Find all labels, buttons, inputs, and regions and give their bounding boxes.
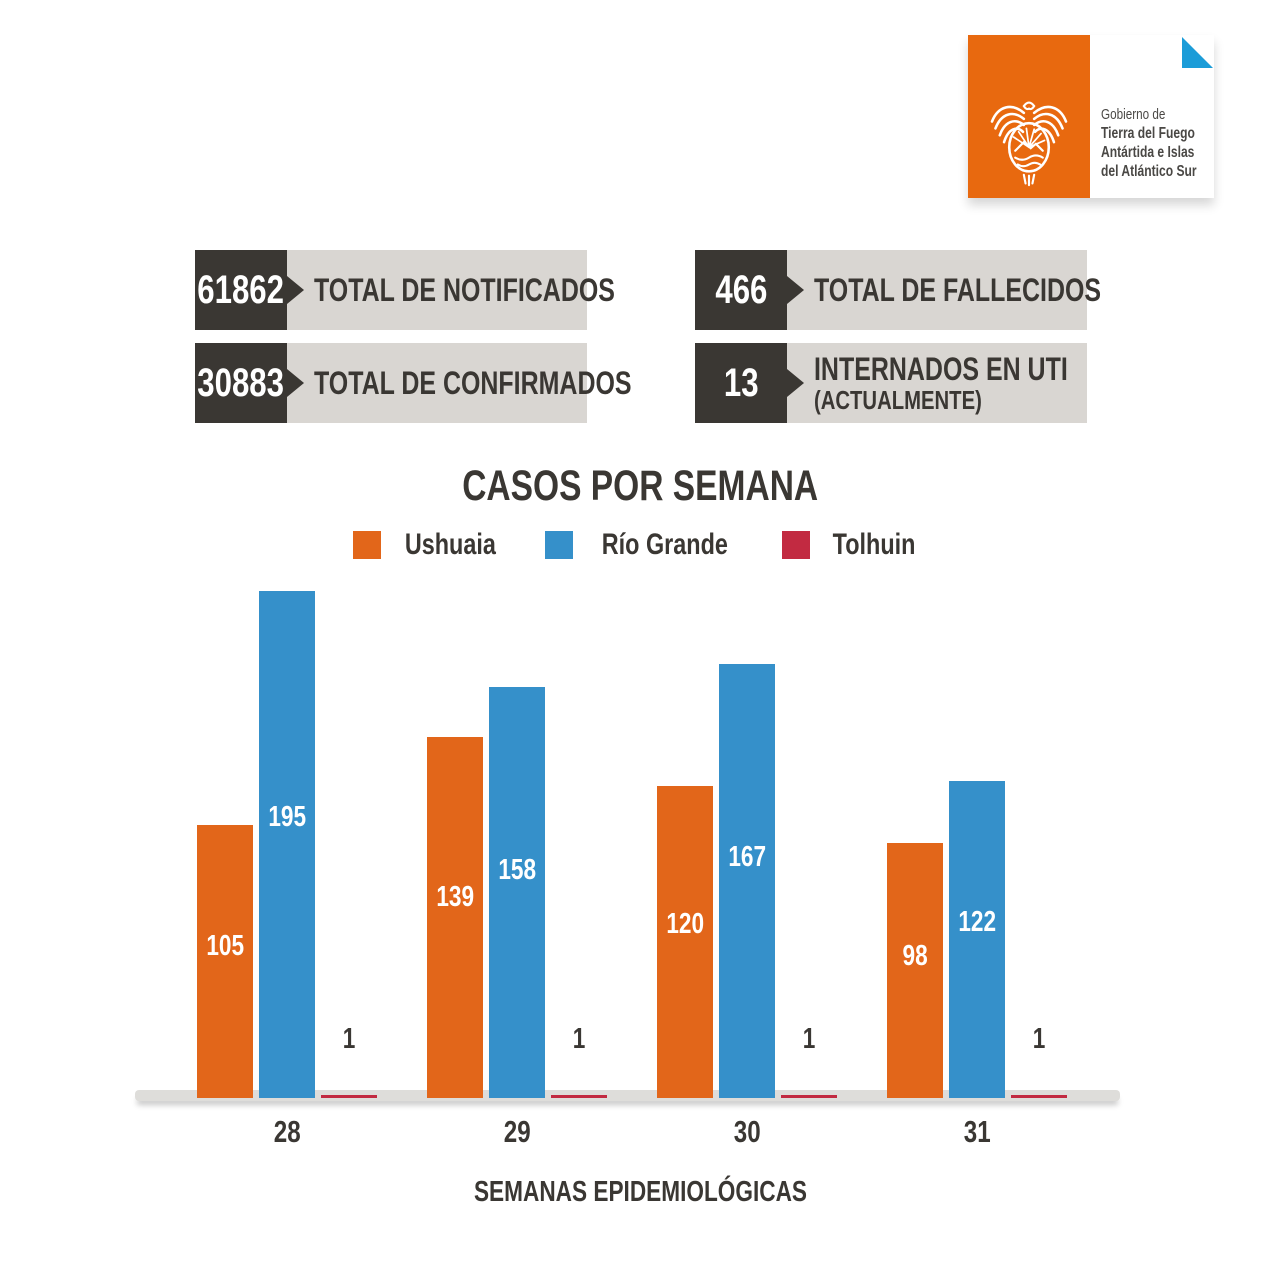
bar-value-ushuaia-week-28: 105 bbox=[206, 930, 244, 962]
x-tick-week-29: 29 bbox=[503, 1114, 531, 1149]
stat-value: 61862 bbox=[197, 267, 285, 312]
coat-of-arms-box bbox=[968, 35, 1090, 198]
bar-tolhuin-week-28 bbox=[321, 1095, 377, 1098]
bar-río-grande-week-28 bbox=[259, 591, 315, 1098]
legend-label: Río Grande bbox=[601, 528, 728, 561]
government-name: Gobierno de Tierra del Fuego Antártida e… bbox=[1101, 105, 1224, 181]
legend-swatch-tolhuin bbox=[781, 531, 810, 559]
bar-ushuaia-week-31 bbox=[887, 843, 943, 1098]
bar-value-río-grande-week-29: 158 bbox=[498, 854, 536, 886]
stat-value: 13 bbox=[723, 360, 759, 405]
stat-internados-uti: INTERNADOS EN UTI (ACTUALMENTE) 13 bbox=[695, 343, 1087, 423]
stat-label: INTERNADOS EN UTI bbox=[814, 351, 1068, 387]
coat-of-arms-icon bbox=[990, 101, 1068, 187]
stat-value: 466 bbox=[714, 267, 768, 312]
legend-swatch-ushuaia bbox=[353, 531, 382, 559]
stat-label: TOTAL DE CONFIRMADOS bbox=[314, 365, 632, 401]
gov-line-1: Gobierno de bbox=[1101, 106, 1166, 123]
bar-tolhuin-week-31 bbox=[1011, 1095, 1067, 1098]
bar-tolhuin-week-29 bbox=[551, 1095, 607, 1098]
stat-sublabel: (ACTUALMENTE) bbox=[814, 385, 982, 415]
x-tick-week-28: 28 bbox=[273, 1114, 301, 1149]
bar-value-río-grande-week-28: 195 bbox=[268, 801, 306, 833]
bar-value-río-grande-week-30: 167 bbox=[728, 841, 766, 873]
bar-río-grande-week-30 bbox=[719, 664, 775, 1098]
bar-value-río-grande-week-31: 122 bbox=[958, 906, 996, 938]
legend-label: Ushuaia bbox=[405, 528, 497, 561]
chart-baseline bbox=[135, 1090, 1120, 1101]
bar-ushuaia-week-28 bbox=[197, 825, 253, 1098]
bar-ushuaia-week-30 bbox=[657, 786, 713, 1098]
bar-value-tolhuin-week-30: 1 bbox=[802, 1023, 816, 1055]
bar-río-grande-week-31 bbox=[949, 781, 1005, 1098]
bar-tolhuin-week-30 bbox=[781, 1095, 837, 1098]
bar-value-tolhuin-week-31: 1 bbox=[1032, 1023, 1046, 1055]
bar-value-ushuaia-week-30: 120 bbox=[666, 908, 704, 940]
bar-value-tolhuin-week-29: 1 bbox=[572, 1023, 586, 1055]
gov-line-3: Antártida e Islas bbox=[1101, 144, 1195, 161]
gov-line-2: Tierra del Fuego bbox=[1101, 125, 1195, 142]
bar-value-tolhuin-week-28: 1 bbox=[342, 1023, 356, 1055]
bar-value-ushuaia-week-29: 139 bbox=[436, 881, 474, 913]
gov-line-4: del Atlántico Sur bbox=[1101, 163, 1197, 180]
x-axis-label: SEMANAS EPIDEMIOLÓGICAS bbox=[473, 1176, 807, 1208]
stat-total-confirmados: TOTAL DE CONFIRMADOS 30883 bbox=[195, 343, 632, 423]
bar-value-ushuaia-week-31: 98 bbox=[902, 940, 928, 972]
legend-item-rio-grande: Río Grande bbox=[544, 528, 746, 562]
stat-value: 30883 bbox=[197, 360, 285, 405]
bar-ushuaia-week-29 bbox=[427, 737, 483, 1098]
legend-item-ushuaia: Ushuaia bbox=[353, 528, 509, 562]
legend-label: Tolhuin bbox=[832, 528, 916, 561]
x-tick-week-31: 31 bbox=[963, 1114, 991, 1149]
legend-item-tolhuin: Tolhuin bbox=[781, 528, 927, 562]
stat-label: TOTAL DE NOTIFICADOS bbox=[314, 272, 615, 308]
chart-title: CASOS POR SEMANA bbox=[462, 462, 818, 510]
government-logo-card: Gobierno de Tierra del Fuego Antártida e… bbox=[968, 35, 1214, 198]
chart-legend: Ushuaia Río Grande Tolhuin bbox=[0, 528, 1280, 562]
bar-río-grande-week-29 bbox=[489, 687, 545, 1098]
corner-triangle-icon bbox=[1182, 37, 1213, 68]
stat-total-notificados: TOTAL DE NOTIFICADOS 61862 bbox=[195, 250, 615, 330]
x-tick-week-30: 30 bbox=[733, 1114, 761, 1149]
legend-swatch-rio-grande bbox=[544, 531, 573, 559]
stat-label: TOTAL DE FALLECIDOS bbox=[814, 272, 1102, 308]
stat-total-fallecidos: TOTAL DE FALLECIDOS 466 bbox=[695, 250, 1101, 330]
